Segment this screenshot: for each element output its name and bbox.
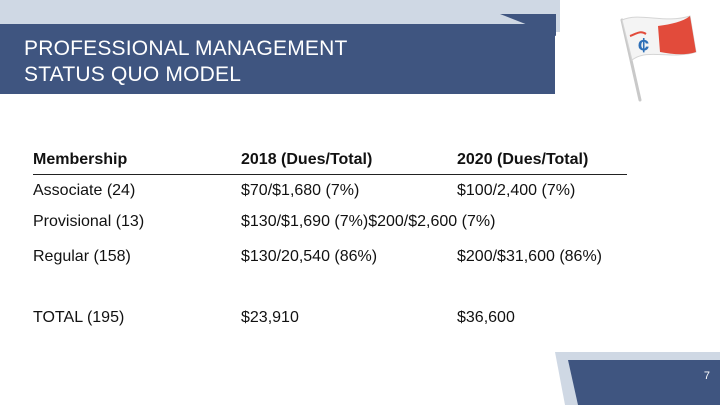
slide-title-line-2: STATUS QUO MODEL xyxy=(24,63,242,86)
header-membership: Membership xyxy=(33,146,241,175)
slide-title: PROFESSIONAL MANAGEMENT STATUS QUO MODEL xyxy=(24,36,464,88)
cell-2020: $100/2,400 (7%) xyxy=(457,182,576,199)
table-row: Associate (24) $70/$1,680 (7%) $100/2,40… xyxy=(33,175,627,208)
flag-logo-icon: ¢ xyxy=(620,15,697,102)
slide-title-line-1: PROFESSIONAL MANAGEMENT xyxy=(24,37,348,60)
cell-2018: $130/20,540 (86%) xyxy=(241,248,378,265)
cell-membership: TOTAL (195) xyxy=(33,309,125,326)
cell-membership: Regular (158) xyxy=(33,248,131,265)
title-bar xyxy=(0,24,555,94)
cell-2018: $70/$1,680 (7%) xyxy=(241,182,360,199)
cell-membership: Provisional (13) xyxy=(33,213,145,230)
cell-2018: $130/$1,690 (7%)$200/$2,600 (7%) xyxy=(241,213,496,230)
header-2018: 2018 (Dues/Total) xyxy=(241,146,457,175)
table-row: Regular (158) $130/20,540 (86%) $200/$31… xyxy=(33,237,627,277)
table-row: Provisional (13) $130/$1,690 (7%)$200/$2… xyxy=(33,207,627,237)
cell-2018: $23,910 xyxy=(241,309,299,326)
page-number: 7 xyxy=(703,370,710,382)
cell-membership: Associate (24) xyxy=(33,182,136,199)
cell-2020: $200/$31,600 (86%) xyxy=(457,248,602,265)
table-row-total: TOTAL (195) $23,910 $36,600 xyxy=(33,277,627,359)
cell-2020: $36,600 xyxy=(457,309,515,326)
header-2020: 2020 (Dues/Total) xyxy=(457,146,627,175)
footer-decor-dark xyxy=(568,360,720,405)
svg-text:¢: ¢ xyxy=(638,35,649,57)
table-header-row: Membership 2018 (Dues/Total) 2020 (Dues/… xyxy=(33,146,627,175)
dues-table: Membership 2018 (Dues/Total) 2020 (Dues/… xyxy=(33,146,627,359)
